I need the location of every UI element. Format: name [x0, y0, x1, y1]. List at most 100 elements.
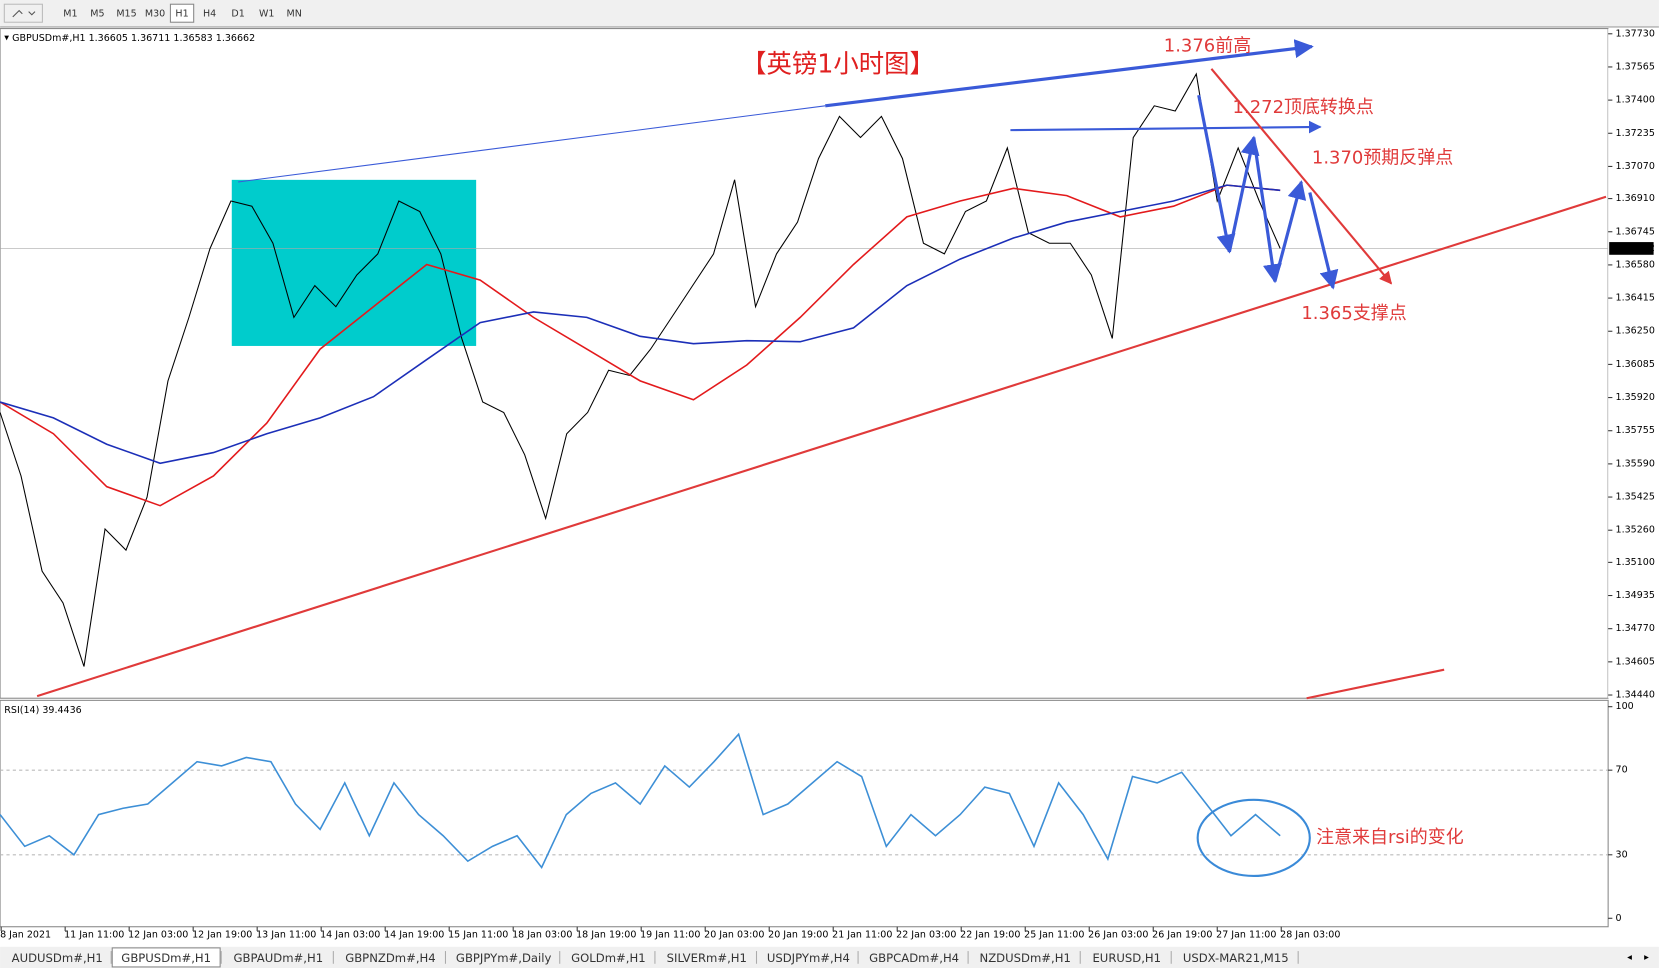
x-tick-label: 11 Jan 11:00: [64, 930, 124, 941]
scroll-left[interactable]: ◂: [1627, 952, 1632, 963]
y-tick-label: 1.37730: [1616, 28, 1655, 39]
timeframe-button[interactable]: [169, 3, 195, 23]
tab-label: USDX-MAR21,M15: [1183, 951, 1289, 965]
y-tick-label: 1.36415: [1616, 293, 1655, 304]
y-tick-label: 1.35920: [1616, 392, 1655, 403]
rsi-label: RSI(14) 39.4436: [4, 704, 81, 715]
tab-label: AUDUSDm#,H1: [12, 951, 103, 965]
y-tick-label: 1.37070: [1616, 161, 1655, 172]
tab[interactable]: [971, 947, 1080, 967]
timeframe-button[interactable]: [225, 4, 251, 23]
consolidation-box: [231, 179, 477, 346]
y-tick-label: 1.36745: [1616, 226, 1655, 237]
separator: [0, 26, 1659, 28]
y-tick-label: 1.35590: [1616, 458, 1655, 469]
current-price-box: [1609, 242, 1654, 255]
timeframe-label: MN: [287, 8, 302, 19]
x-tick-label: 14 Jan 19:00: [384, 930, 444, 941]
timeframe-label: M30: [145, 8, 165, 19]
y-tick-label: 1.37565: [1616, 61, 1655, 72]
y-tick-label: 70: [1616, 765, 1628, 776]
tab[interactable]: [224, 947, 333, 967]
timeframe-label: M15: [116, 8, 136, 19]
tab-label: USDJPYm#,H4: [767, 951, 850, 965]
forecast-path: [1197, 94, 1236, 254]
timeframe-label: M1: [63, 8, 77, 19]
series-line: [0, 732, 1281, 870]
price-axis: [1608, 28, 1659, 699]
draw-tool-icon: [12, 9, 36, 18]
timeframe-label: H1: [175, 8, 188, 19]
y-tick-label: 100: [1616, 701, 1634, 712]
open: 1.36605: [89, 33, 128, 44]
rsi-title: RSI(14): [4, 704, 39, 715]
resistance-line: [1010, 120, 1322, 134]
tab[interactable]: [861, 947, 968, 967]
rsi-value: 39.4436: [42, 704, 81, 715]
high: 1.36711: [131, 33, 170, 44]
forecast-path: [1273, 180, 1307, 282]
tab-label: NZDUSDm#,H1: [980, 951, 1071, 965]
x-tick-label: 8 Jan 2021: [0, 930, 51, 941]
y-tick-label: 0: [1616, 913, 1622, 924]
series-line: [0, 72, 1281, 667]
scroll-right[interactable]: ▸: [1644, 952, 1649, 963]
y-tick-label: 1.35755: [1616, 425, 1655, 436]
timeframe-button[interactable]: [196, 4, 223, 23]
tab[interactable]: [1174, 947, 1298, 967]
timeframe-label: H4: [203, 8, 216, 19]
draw-tool-button[interactable]: [3, 3, 43, 23]
x-tick-label: 20 Jan 03:00: [704, 930, 764, 941]
tab[interactable]: [658, 947, 756, 967]
y-tick-label: 1.34935: [1616, 590, 1655, 601]
x-tick-label: 26 Jan 19:00: [1152, 930, 1212, 941]
y-tick-label: 1.35100: [1616, 557, 1655, 568]
y-tick-label: 30: [1616, 849, 1628, 860]
x-tick-label: 25 Jan 11:00: [1024, 930, 1084, 941]
tab[interactable]: [759, 947, 858, 967]
tab-label: EURUSD,H1: [1092, 951, 1161, 965]
series-line: [0, 184, 1281, 465]
x-tick-label: 22 Jan 19:00: [960, 930, 1020, 941]
timeframe-button[interactable]: [141, 4, 169, 23]
highlight-ellipse: [1196, 798, 1311, 878]
tab[interactable]: [4, 947, 111, 967]
annotation: 1.365支撑点: [1301, 303, 1406, 324]
tab[interactable]: [111, 947, 221, 968]
annotation: 1.272顶底转换点: [1233, 97, 1374, 118]
current-price-label: 1.36662: [1616, 243, 1655, 254]
tab-label: GBPNZDm#,H4: [345, 951, 436, 965]
x-tick-label: 19 Jan 11:00: [640, 930, 700, 941]
timeframe-button[interactable]: [253, 4, 280, 23]
support-line: [1306, 668, 1445, 700]
tab[interactable]: [562, 947, 654, 967]
y-tick-label: 1.36250: [1616, 326, 1655, 337]
y-tick-label: 1.35425: [1616, 492, 1655, 503]
y-tick-label: 1.34440: [1616, 690, 1655, 701]
y-tick-label: 1.34770: [1616, 623, 1655, 634]
timeframe-button[interactable]: [58, 4, 83, 23]
tab[interactable]: [1083, 947, 1171, 967]
timeframe-button[interactable]: [84, 4, 111, 23]
tab-label: GOLDm#,H1: [571, 951, 645, 965]
tab-label: GBPUSDm#,H1: [121, 951, 211, 965]
timeframe-label: D1: [231, 8, 244, 19]
timeframe-button[interactable]: [281, 4, 307, 23]
y-tick-label: 1.36580: [1616, 259, 1655, 270]
close: 1.36662: [216, 33, 255, 44]
tab-label: GBPCADm#,H4: [869, 951, 959, 965]
x-tick-label: 22 Jan 03:00: [896, 930, 956, 941]
x-tick-label: 18 Jan 19:00: [576, 930, 636, 941]
y-tick-label: 1.37235: [1616, 128, 1655, 139]
tab[interactable]: [336, 947, 445, 967]
x-tick-label: 15 Jan 11:00: [448, 930, 508, 941]
timeframe-button[interactable]: [113, 4, 140, 23]
tab-label: GBPJPYm#,Daily: [456, 951, 552, 965]
y-tick-label: 1.34605: [1616, 656, 1655, 667]
rsi-pane: [0, 699, 1609, 928]
x-tick-label: 14 Jan 03:00: [320, 930, 380, 941]
support-line: [36, 195, 1607, 698]
tab[interactable]: [448, 947, 559, 967]
y-tick-label: 1.37400: [1616, 95, 1655, 106]
annotation: 注意来自rsi的变化: [1316, 827, 1464, 848]
